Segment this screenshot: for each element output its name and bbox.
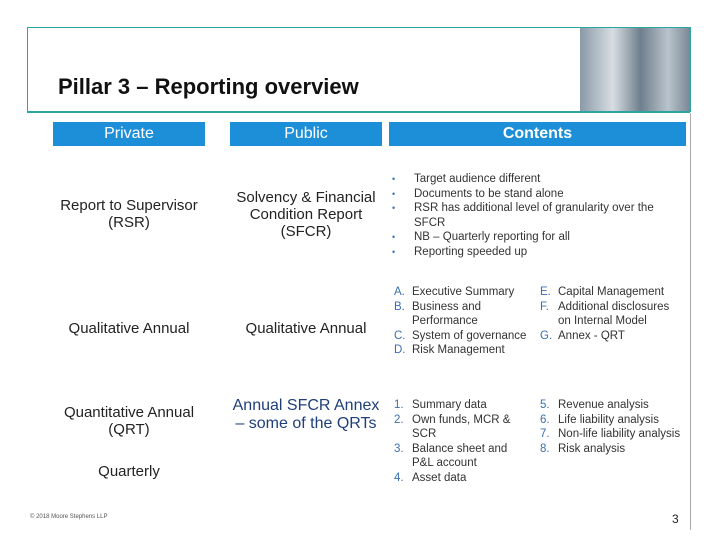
item-text: Life liability analysis xyxy=(558,413,659,426)
public-text: Qualitative Annual xyxy=(245,319,367,337)
private-text: Qualitative Annual xyxy=(68,319,190,337)
item-text: Capital Management xyxy=(558,286,665,298)
item-text: System of governance xyxy=(412,329,527,342)
public-text: Solvency & Financial Condition Report (S… xyxy=(236,188,376,240)
list-item: 4. Asset data xyxy=(394,471,529,486)
item-text: Balance sheet and P&L account xyxy=(412,442,508,470)
bullet-item: • RSR has additional level of granularity… xyxy=(392,201,684,230)
item-marker: B. xyxy=(394,300,405,313)
list-item: 2. Own funds, MCR & SCR xyxy=(394,413,529,442)
header-private: Private xyxy=(53,122,205,146)
numbered-list: 1. Summary data 2. Own funds, MCR & SCR 3. Ba… xyxy=(394,398,529,485)
header-contents: Contents xyxy=(389,122,686,146)
item-marker: 8. xyxy=(540,442,550,455)
bullet-text: NB – Quarterly reporting for all xyxy=(414,231,570,243)
public-text: Annual SFCR Annex – some of the QRTs xyxy=(232,396,380,432)
building-photo xyxy=(580,28,690,111)
item-marker: C. xyxy=(394,329,406,342)
bullet: • xyxy=(392,203,396,213)
bullet-text: Target audience different xyxy=(414,173,541,185)
bullet: • xyxy=(392,174,396,184)
item-text: Own funds, MCR & SCR xyxy=(412,413,511,441)
numbered-list: E. Capital Management F. Additional disclos… xyxy=(540,285,685,343)
item-text: Revenue analysis xyxy=(558,399,649,411)
item-marker: A. xyxy=(394,286,405,298)
list-item: F. Additional disclosures on Internal Mod… xyxy=(540,300,685,329)
bullet-text: RSR has additional level of granularity … xyxy=(414,202,654,229)
title-underline xyxy=(27,111,690,113)
item-marker: 1. xyxy=(394,399,404,411)
item-marker: G. xyxy=(540,329,553,342)
item-text: Asset data xyxy=(412,471,467,484)
item-text: Non-life liability analysis xyxy=(558,428,681,440)
list-item: 8. Risk analysis xyxy=(540,442,685,457)
private-cell: Qualitative Annual xyxy=(53,280,205,376)
list-item: D. Risk Management xyxy=(394,343,529,358)
bullet-text: Documents to be stand alone xyxy=(414,187,564,200)
item-text: Summary data xyxy=(412,399,487,411)
title: Pillar 3 – Reporting overview xyxy=(58,74,359,99)
bullet: • xyxy=(392,232,396,242)
title-frame xyxy=(27,27,691,112)
item-text: Executive Summary xyxy=(412,286,515,298)
list-item: 3. Balance sheet and P&L account xyxy=(394,442,529,471)
private-cell: Quantitative Annual (QRT) Quarterly xyxy=(53,392,205,492)
private-text: Report to Supervisor (RSR) xyxy=(60,197,198,231)
list-item: E. Capital Management xyxy=(540,285,685,300)
list-item: C. System of governance xyxy=(394,329,529,344)
item-text: Risk analysis xyxy=(558,442,626,455)
header-public: Public xyxy=(230,122,382,146)
list-item: G. Annex - QRT xyxy=(540,329,685,344)
bullet-item: • Documents to be stand alone xyxy=(392,187,684,202)
bullet-item: • Reporting speeded up xyxy=(392,245,684,260)
bullet: • xyxy=(392,188,396,199)
list-item: 1. Summary data xyxy=(394,398,529,413)
numbered-list: 5. Revenue analysis 6. Life liability analy… xyxy=(540,398,685,456)
bullet-item: • NB – Quarterly reporting for all xyxy=(392,230,684,245)
item-marker: 4. xyxy=(394,471,404,484)
list-item: 7. Non-life liability analysis xyxy=(540,427,685,442)
item-text: Risk Management xyxy=(412,344,505,356)
bullet-list: • Target audience different • Documents to … xyxy=(392,172,684,259)
list-item: 6. Life liability analysis xyxy=(540,413,685,428)
numbered-list: A. Executive Summary B. Business and Perfor… xyxy=(394,285,529,358)
private-cell: Report to Supervisor (RSR) xyxy=(53,150,205,278)
page-number: 3 xyxy=(672,512,679,526)
right-rule xyxy=(690,113,691,530)
private-text: Quantitative Annual (QRT) xyxy=(63,404,195,439)
item-marker: 2. xyxy=(394,413,404,426)
footer: © 2018 Moore Stephens LLP xyxy=(30,514,108,520)
item-marker: 5. xyxy=(540,399,550,411)
bullet: • xyxy=(392,246,396,257)
list-item: A. Executive Summary xyxy=(394,285,529,300)
item-text: Business and Performance xyxy=(412,300,482,328)
list-item: B. Business and Performance xyxy=(394,300,529,329)
item-text: Additional disclosures on Internal Model xyxy=(558,300,670,328)
bullet-item: • Target audience different xyxy=(392,172,684,187)
item-marker: 7. xyxy=(540,428,550,440)
public-cell: Annual SFCR Annex – some of the QRTs xyxy=(228,392,384,437)
item-marker: D. xyxy=(394,344,406,356)
item-text: Annex - QRT xyxy=(558,329,625,342)
item-marker: E. xyxy=(540,286,551,298)
private-text: Quarterly xyxy=(98,462,160,480)
public-cell: Solvency & Financial Condition Report (S… xyxy=(228,150,384,278)
item-marker: 3. xyxy=(394,442,404,455)
list-item: 5. Revenue analysis xyxy=(540,398,685,413)
item-marker: 6. xyxy=(540,413,550,426)
item-marker: F. xyxy=(540,300,549,313)
public-cell: Qualitative Annual xyxy=(228,280,384,376)
bullet-text: Reporting speeded up xyxy=(414,245,528,258)
